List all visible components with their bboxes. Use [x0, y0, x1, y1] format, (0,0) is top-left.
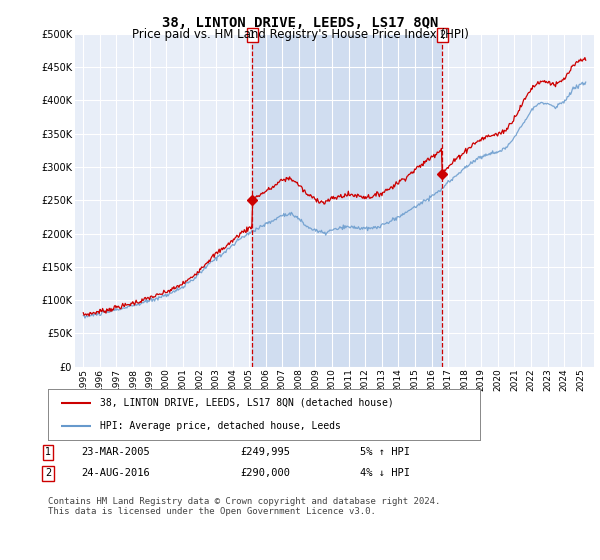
Text: Price paid vs. HM Land Registry's House Price Index (HPI): Price paid vs. HM Land Registry's House …: [131, 28, 469, 41]
Text: £290,000: £290,000: [240, 468, 290, 478]
Text: 38, LINTON DRIVE, LEEDS, LS17 8QN: 38, LINTON DRIVE, LEEDS, LS17 8QN: [162, 16, 438, 30]
Text: HPI: Average price, detached house, Leeds: HPI: Average price, detached house, Leed…: [100, 421, 341, 431]
Text: 24-AUG-2016: 24-AUG-2016: [81, 468, 150, 478]
Text: 38, LINTON DRIVE, LEEDS, LS17 8QN (detached house): 38, LINTON DRIVE, LEEDS, LS17 8QN (detac…: [100, 398, 394, 408]
Text: £249,995: £249,995: [240, 447, 290, 458]
Text: 2: 2: [45, 468, 51, 478]
Text: 5% ↑ HPI: 5% ↑ HPI: [360, 447, 410, 458]
Text: Contains HM Land Registry data © Crown copyright and database right 2024.
This d: Contains HM Land Registry data © Crown c…: [48, 497, 440, 516]
Text: 4% ↓ HPI: 4% ↓ HPI: [360, 468, 410, 478]
Text: 1: 1: [45, 447, 51, 458]
Text: 23-MAR-2005: 23-MAR-2005: [81, 447, 150, 458]
Bar: [253, 34, 442, 367]
Text: 2: 2: [439, 30, 445, 40]
Text: 1: 1: [250, 30, 256, 40]
